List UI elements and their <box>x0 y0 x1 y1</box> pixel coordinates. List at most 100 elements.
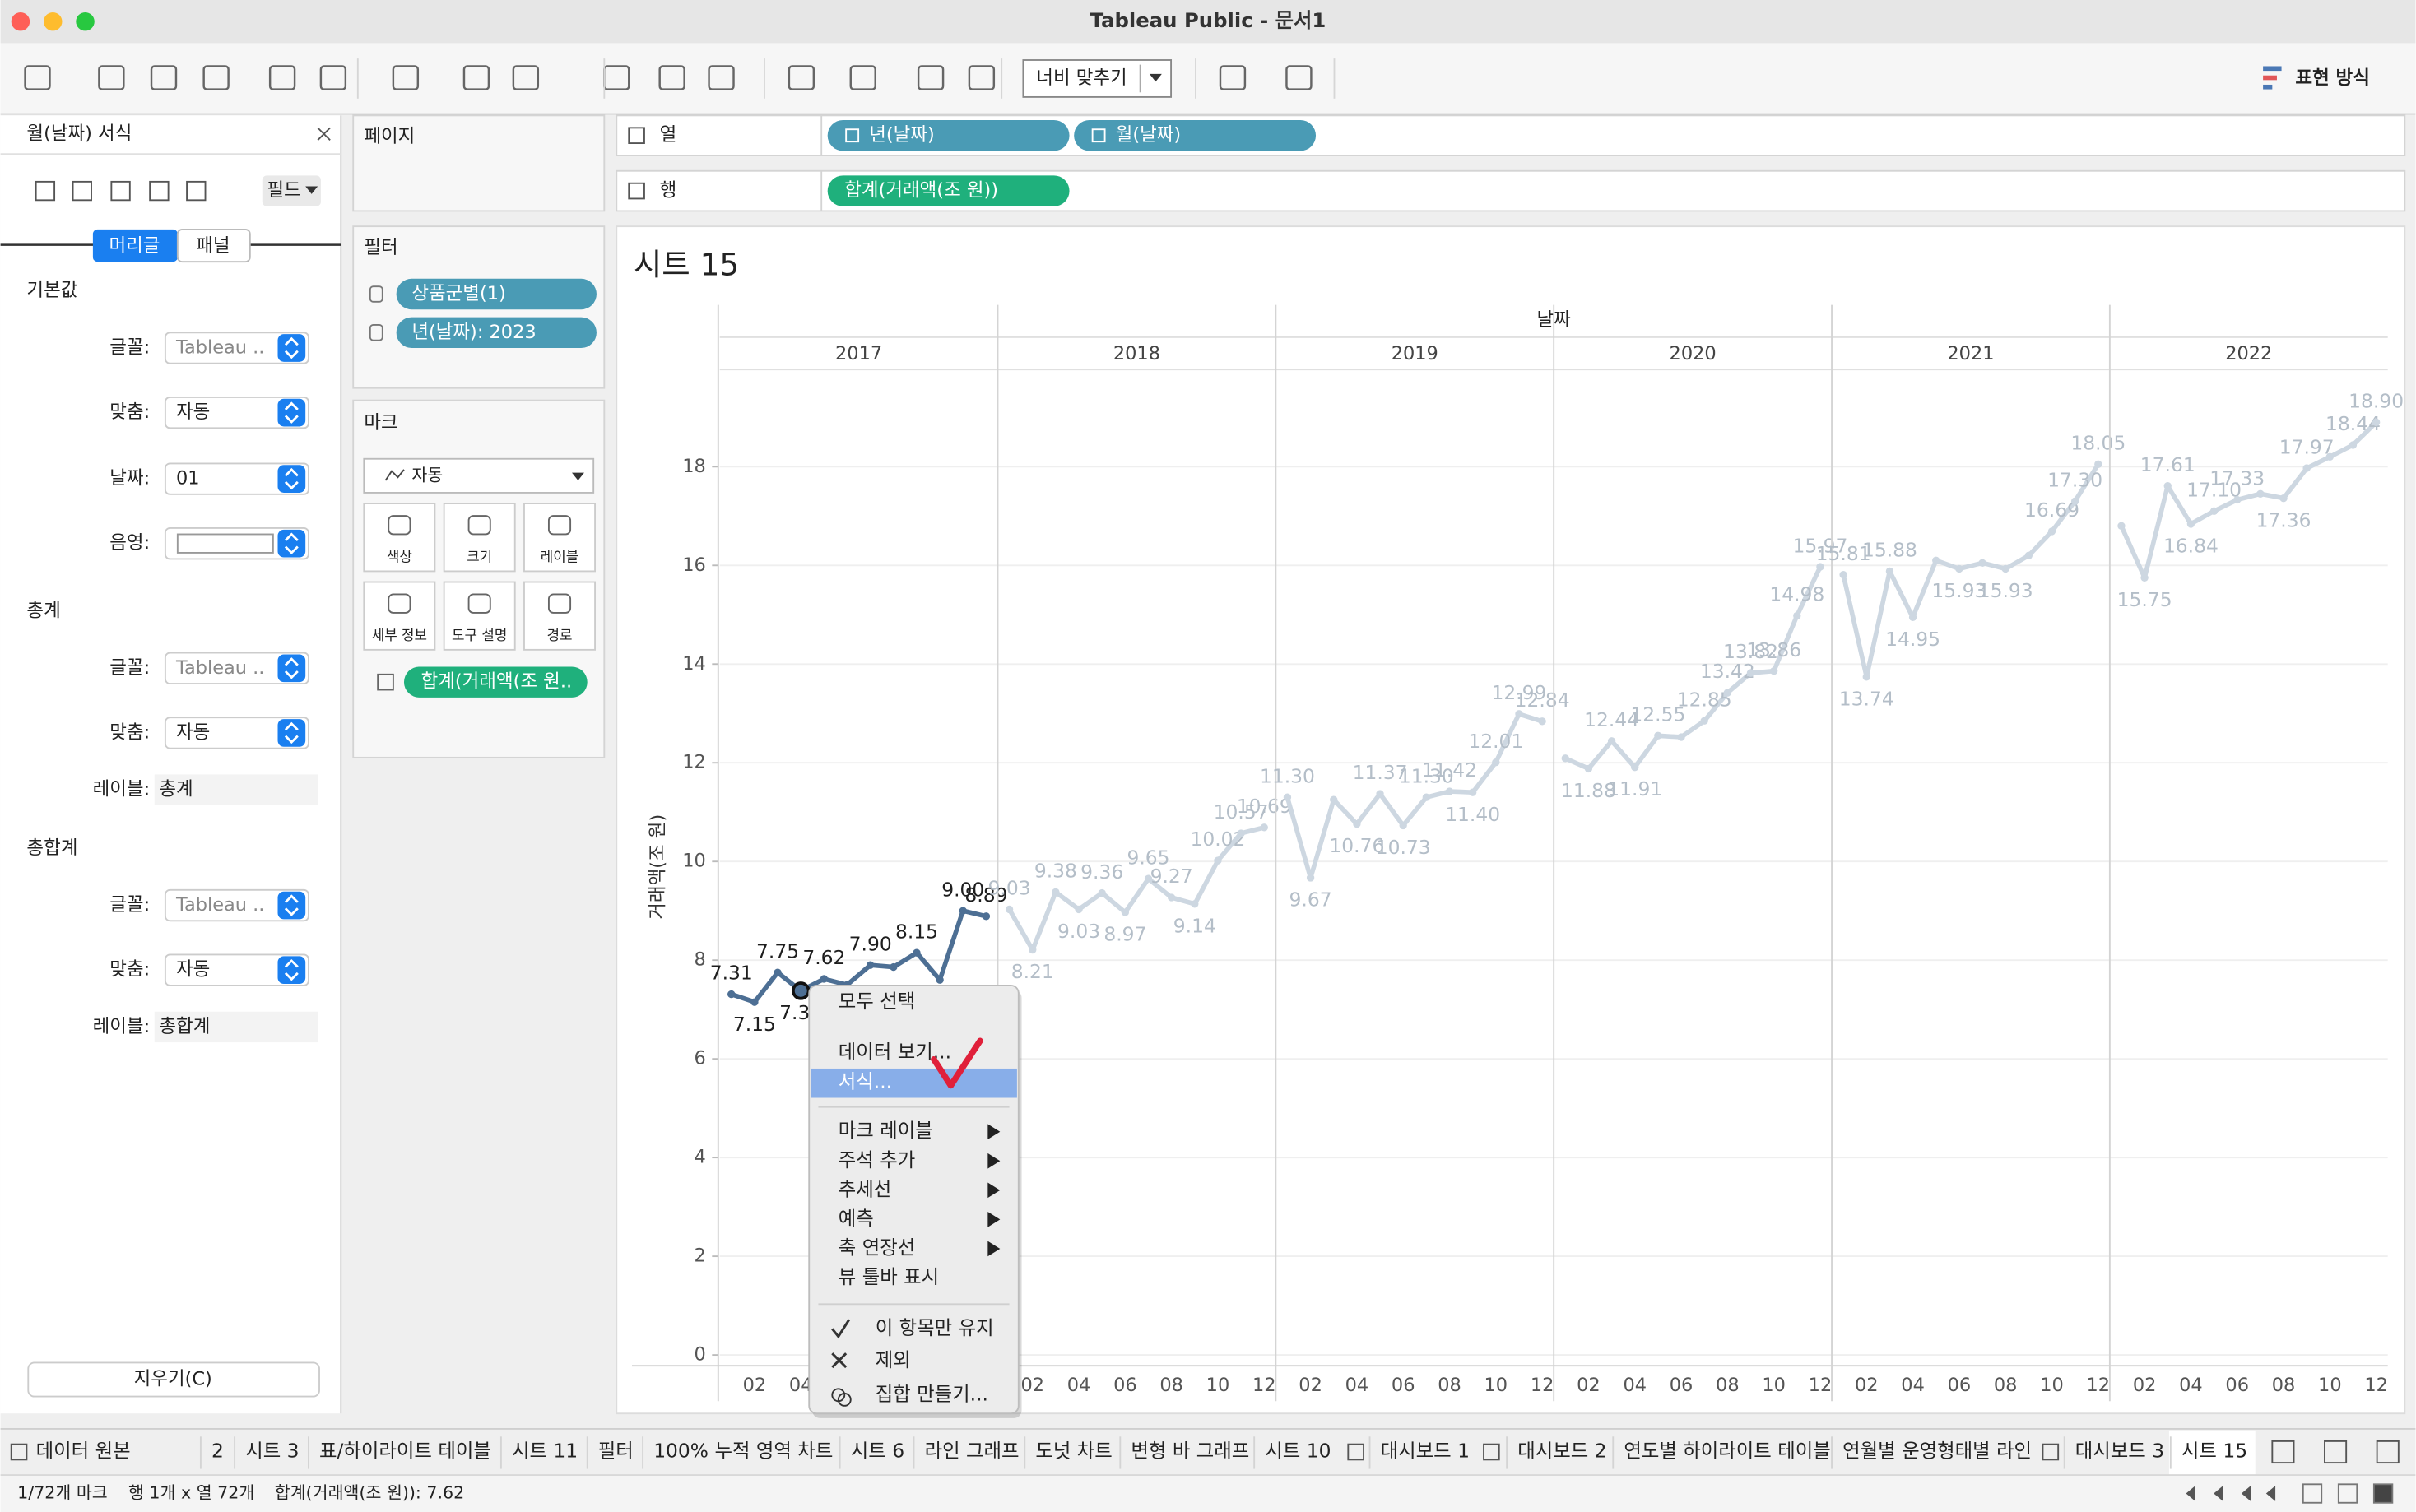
filter-pill[interactable] <box>396 317 597 349</box>
mark-button[interactable] <box>363 581 436 651</box>
sheet-tab[interactable]: 라인 그래프 <box>925 1440 1020 1463</box>
point[interactable] <box>2140 573 2149 582</box>
toolbar-button[interactable] <box>150 65 178 90</box>
point[interactable] <box>750 998 759 1006</box>
nav-button[interactable] <box>2241 1486 2251 1501</box>
mark-button[interactable] <box>523 581 597 651</box>
point[interactable] <box>1330 795 1338 804</box>
point[interactable] <box>2117 522 2126 530</box>
point[interactable] <box>2163 482 2172 490</box>
dropdown[interactable] <box>164 396 309 429</box>
point[interactable] <box>2349 441 2358 449</box>
nav-button[interactable] <box>2186 1486 2195 1501</box>
window-button[interactable] <box>44 12 63 31</box>
point[interactable] <box>2279 494 2288 503</box>
format-icon[interactable] <box>72 180 92 202</box>
point[interactable] <box>1978 559 1986 567</box>
view-button[interactable] <box>2337 1483 2358 1504</box>
field-button[interactable] <box>262 175 321 206</box>
point[interactable] <box>936 976 944 984</box>
text-field[interactable] <box>154 1011 318 1043</box>
fit-dropdown[interactable] <box>1022 59 1173 98</box>
point[interactable] <box>1422 793 1431 801</box>
text-field[interactable] <box>154 774 318 805</box>
point[interactable] <box>1029 945 1037 954</box>
point[interactable] <box>1746 669 1755 677</box>
point[interactable] <box>1283 793 1292 801</box>
dropdown[interactable] <box>164 332 309 364</box>
point[interactable] <box>1515 710 1523 718</box>
menu-item[interactable]: 주석 추가 <box>839 1148 915 1171</box>
toolbar-button[interactable] <box>462 65 490 90</box>
toolbar-button[interactable] <box>202 65 230 90</box>
point[interactable] <box>2325 452 2335 461</box>
sheet-tab[interactable]: 데이터 원본 <box>36 1440 131 1463</box>
point[interactable] <box>1839 571 1847 579</box>
sheet-tab[interactable]: 시트 15 <box>2181 1440 2247 1463</box>
new-sheet-button[interactable] <box>2324 1440 2348 1464</box>
menu-item[interactable]: 이 항목만 유지 <box>876 1316 994 1339</box>
sheet-tab[interactable]: 대시보드 3 <box>2075 1440 2164 1463</box>
point[interactable] <box>1306 874 1315 882</box>
format-icon[interactable] <box>110 180 131 202</box>
point[interactable] <box>1098 888 1106 897</box>
point[interactable] <box>959 907 967 915</box>
toolbar-button[interactable] <box>24 65 51 90</box>
sheet-tab[interactable]: 시트 3 <box>245 1440 299 1463</box>
toolbar-button[interactable] <box>708 65 735 90</box>
point[interactable] <box>913 948 921 957</box>
tab-active[interactable] <box>92 229 178 262</box>
point[interactable] <box>1167 893 1176 902</box>
toolbar-button[interactable] <box>319 65 347 90</box>
point[interactable] <box>2233 495 2242 504</box>
sheet-tab[interactable]: 도넛 차트 <box>1035 1440 1112 1463</box>
menu-item[interactable]: 뷰 툴바 표시 <box>839 1265 939 1288</box>
point[interactable] <box>1121 908 1130 916</box>
point[interactable] <box>1445 787 1454 795</box>
new-sheet-button[interactable] <box>2271 1440 2295 1464</box>
point[interactable] <box>1607 737 1616 745</box>
point[interactable] <box>1492 758 1500 767</box>
shelf-pill[interactable] <box>1074 119 1317 151</box>
sheet-tab[interactable]: 2 <box>211 1440 224 1463</box>
toolbar-button[interactable] <box>968 65 996 90</box>
mark-button[interactable] <box>443 503 516 573</box>
point[interactable] <box>820 975 829 983</box>
view-button[interactable] <box>2372 1483 2394 1504</box>
toolbar-button[interactable] <box>1219 65 1247 90</box>
dropdown[interactable] <box>164 717 309 749</box>
menu-item[interactable]: 모두 선택 <box>839 990 915 1013</box>
point[interactable] <box>1214 856 1222 865</box>
point[interactable] <box>1862 673 1870 681</box>
new-sheet-button[interactable] <box>2376 1440 2400 1464</box>
point[interactable] <box>1260 823 1268 832</box>
point[interactable] <box>1885 567 1894 576</box>
point[interactable] <box>1399 821 1407 830</box>
point[interactable] <box>2256 489 2265 498</box>
point[interactable] <box>1144 874 1153 883</box>
point[interactable] <box>890 962 898 972</box>
point[interactable] <box>1468 788 1477 796</box>
sheet-tab[interactable]: 시트 10 <box>1265 1440 1331 1463</box>
point[interactable] <box>2024 551 2033 559</box>
point[interactable] <box>1052 888 1060 897</box>
point[interactable] <box>1793 611 1801 620</box>
menu-item[interactable]: 예측 <box>839 1207 874 1230</box>
point[interactable] <box>1654 731 1662 740</box>
dropdown[interactable] <box>164 953 309 986</box>
dropdown[interactable] <box>164 888 309 922</box>
menu-item[interactable]: 제외 <box>876 1348 911 1371</box>
point[interactable] <box>1700 717 1708 725</box>
menu-item[interactable]: 서식... <box>839 1069 892 1092</box>
point[interactable] <box>2001 564 2009 573</box>
sheet-tab[interactable]: 100% 누적 영역 차트 <box>653 1440 833 1463</box>
point[interactable] <box>1631 763 1639 772</box>
toolbar-button[interactable] <box>98 65 125 90</box>
menu-item[interactable]: 축 연장선 <box>839 1236 915 1259</box>
point[interactable] <box>2302 464 2311 472</box>
point[interactable] <box>1561 754 1569 763</box>
menu-item[interactable]: 집합 만들기... <box>876 1382 988 1405</box>
view-button[interactable] <box>2302 1483 2323 1504</box>
point[interactable] <box>2209 507 2219 515</box>
point[interactable] <box>2094 460 2102 468</box>
